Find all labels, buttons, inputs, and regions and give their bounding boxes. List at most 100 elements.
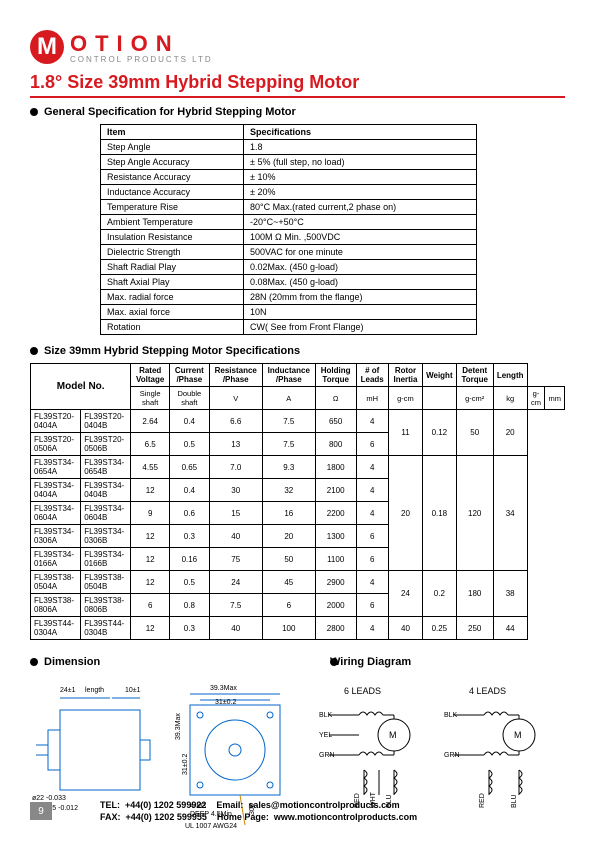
gen-spec-value: 10N — [244, 305, 477, 320]
gen-spec-item: Shaft Radial Play — [101, 260, 244, 275]
gen-spec-header-item: Item — [101, 125, 244, 140]
model-double: FL39ST34-0306B — [81, 525, 131, 548]
logo-mark: M — [30, 30, 64, 64]
model-inertia: 20 — [388, 456, 422, 571]
gen-spec-value: 28N (20mm from the flange) — [244, 290, 477, 305]
model-cell: 7.5 — [262, 433, 315, 456]
model-cell: 12 — [131, 525, 170, 548]
model-double: FL39ST34-0654B — [81, 456, 131, 479]
model-cell: 6 — [131, 594, 170, 617]
svg-text:39.3Max: 39.3Max — [175, 713, 182, 740]
gen-spec-value: 500VAC for one minute — [244, 245, 477, 260]
svg-text:4 LEADS: 4 LEADS — [469, 686, 506, 696]
svg-text:GRN: GRN — [319, 752, 335, 759]
gen-spec-item: Max. radial force — [101, 290, 244, 305]
page-number: 9 — [30, 802, 52, 820]
model-col-unit — [423, 387, 457, 410]
gen-spec-item: Temperature Rise — [101, 200, 244, 215]
model-double: FL39ST44-0304B — [81, 617, 131, 640]
model-spec-heading: Size 39mm Hybrid Stepping Motor Specific… — [30, 345, 565, 357]
model-single: FL39ST38-0504A — [31, 571, 81, 594]
general-spec-heading: General Specification for Hybrid Steppin… — [30, 106, 565, 118]
svg-text:length: length — [85, 687, 104, 694]
model-cell: 24 — [209, 571, 262, 594]
model-weight: 0.18 — [423, 456, 457, 571]
model-spec-heading-text: Size 39mm Hybrid Stepping Motor Specific… — [44, 345, 300, 357]
model-detent: 180 — [456, 571, 493, 617]
model-cell: 0.6 — [170, 502, 210, 525]
svg-text:31±0.2: 31±0.2 — [182, 754, 189, 775]
model-cell: 40 — [209, 525, 262, 548]
model-cell: 50 — [262, 548, 315, 571]
model-col-unit: mm — [545, 387, 565, 410]
svg-text:24±1: 24±1 — [60, 687, 76, 694]
footer-home: www.motioncontrolproducts.com — [274, 812, 417, 822]
gen-spec-item: Step Angle — [101, 140, 244, 155]
wiring-heading: Wiring Diagram — [330, 656, 411, 668]
svg-text:ø22 -0.033: ø22 -0.033 — [32, 795, 66, 802]
model-cell: 0.65 — [170, 456, 210, 479]
model-length: 44 — [493, 617, 527, 640]
gen-spec-row: Step Angle1.8 — [101, 140, 477, 155]
model-cell: 16 — [262, 502, 315, 525]
gen-spec-item: Inductance Accuracy — [101, 185, 244, 200]
model-cell: 650 — [315, 410, 356, 433]
model-single: FL39ST34-0404A — [31, 479, 81, 502]
model-cell: 1300 — [315, 525, 356, 548]
model-col-header: Rotor Inertia — [388, 364, 422, 387]
model-cell: 20 — [262, 525, 315, 548]
gen-spec-row: RotationCW( See from Front Flange) — [101, 320, 477, 335]
model-row: FL39ST38-0504AFL39ST38-0504B120.52445290… — [31, 571, 565, 594]
gen-spec-value: 1.8 — [244, 140, 477, 155]
gen-spec-item: Step Angle Accuracy — [101, 155, 244, 170]
model-cell: 0.3 — [170, 525, 210, 548]
model-col-unit: mH — [356, 387, 388, 410]
model-double: FL39ST38-0504B — [81, 571, 131, 594]
model-cell: 40 — [209, 617, 262, 640]
model-double: FL39ST34-0166B — [81, 548, 131, 571]
gen-spec-row: Shaft Axial Play0.08Max. (450 g-load) — [101, 275, 477, 290]
model-col-header: Inductance /Phase — [262, 364, 315, 387]
model-cell: 6 — [356, 525, 388, 548]
model-double: FL39ST38-0806B — [81, 594, 131, 617]
gen-spec-row: Temperature Rise80°C Max.(rated current,… — [101, 200, 477, 215]
general-spec-table: Item Specifications Step Angle1.8Step An… — [100, 124, 477, 335]
gen-spec-item: Dielectric Strength — [101, 245, 244, 260]
model-cell: 0.3 — [170, 617, 210, 640]
logo-word: OTION — [70, 31, 213, 57]
gen-spec-item: Max. axial force — [101, 305, 244, 320]
model-single: FL39ST34-0654A — [31, 456, 81, 479]
model-cell: 2100 — [315, 479, 356, 502]
brand-logo: M OTION CONTROL PRODUCTS LTD — [30, 30, 565, 64]
wiring-heading-text: Wiring Diagram — [330, 656, 411, 668]
model-cell: 4 — [356, 410, 388, 433]
model-col-unit: g-cm — [388, 387, 422, 410]
model-cell: 800 — [315, 433, 356, 456]
gen-spec-row: Shaft Radial Play0.02Max. (450 g-load) — [101, 260, 477, 275]
svg-text:UL 1007 AWG24: UL 1007 AWG24 — [185, 823, 237, 830]
model-inertia: 24 — [388, 571, 422, 617]
gen-spec-value: 100M Ω Min. ,500VDC — [244, 230, 477, 245]
gen-spec-row: Ambient Temperature-20°C~+50°C — [101, 215, 477, 230]
model-col-header: Rated Voltage — [131, 364, 170, 387]
svg-text:ø5 -0.012: ø5 -0.012 — [48, 805, 78, 812]
model-weight: 0.12 — [423, 410, 457, 456]
gen-spec-item: Resistance Accuracy — [101, 170, 244, 185]
footer-fax: +44(0) 1202 599955 — [126, 812, 207, 822]
model-single: FL39ST34-0166A — [31, 548, 81, 571]
model-length: 38 — [493, 571, 527, 617]
model-cell: 12 — [131, 479, 170, 502]
model-cell: 4 — [356, 617, 388, 640]
model-col-unit: g-cm — [527, 387, 545, 410]
model-single: FL39ST34-0306A — [31, 525, 81, 548]
model-row: FL39ST20-0404AFL39ST20-0404B2.640.46.67.… — [31, 410, 565, 433]
model-col-header: # of Leads — [356, 364, 388, 387]
model-cell: 4 — [356, 456, 388, 479]
footer-tel: +44(0) 1202 599922 — [125, 800, 206, 810]
model-cell: 7.5 — [262, 410, 315, 433]
model-inertia: 40 — [388, 617, 422, 640]
gen-spec-item: Insulation Resistance — [101, 230, 244, 245]
svg-text:BLK: BLK — [444, 712, 458, 719]
model-cell: 2800 — [315, 617, 356, 640]
footer-fax-label: FAX: — [100, 812, 121, 822]
